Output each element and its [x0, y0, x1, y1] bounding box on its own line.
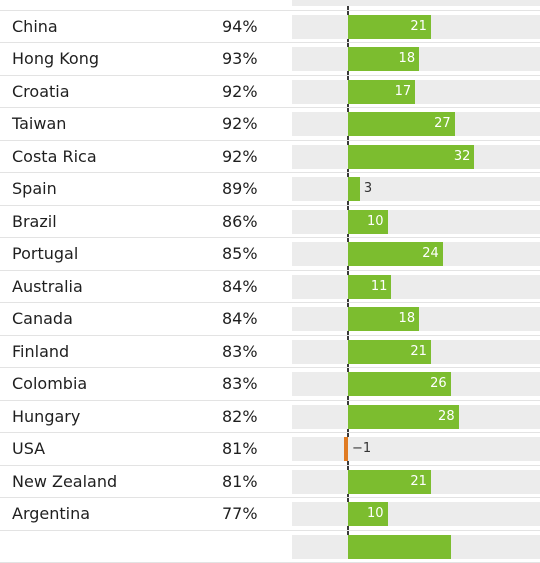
- table-row: [0, 531, 540, 563]
- table-row: Brazil 86% 10: [0, 206, 540, 239]
- bar-value-label: 24: [422, 242, 439, 266]
- table-row: Colombia 83% 26: [0, 368, 540, 401]
- bar-track: [292, 502, 540, 526]
- table-row: New Zealand 81% 21: [0, 466, 540, 499]
- country-label: Brazil: [12, 206, 57, 238]
- bar-track: [292, 80, 540, 104]
- country-label: China: [12, 11, 58, 43]
- table-row: Australia 84% 11: [0, 271, 540, 304]
- bar-track: [292, 0, 540, 6]
- country-label: Australia: [12, 271, 83, 303]
- country-label: Portugal: [12, 238, 78, 270]
- percent-value: 92%: [222, 141, 258, 173]
- percent-value: 89%: [222, 173, 258, 205]
- table-row: Argentina 77% 10: [0, 498, 540, 531]
- table-row: Spain 89% 3: [0, 173, 540, 206]
- percent-value: 92%: [222, 108, 258, 140]
- table-row: Croatia 92% 17: [0, 76, 540, 109]
- bar-value-label: 17: [395, 80, 412, 104]
- bar: [348, 177, 360, 201]
- percent-value: 93%: [222, 43, 258, 75]
- bar-value-label: 21: [410, 15, 427, 39]
- bar-track: [292, 177, 540, 201]
- country-label: Spain: [12, 173, 57, 205]
- country-label: Canada: [12, 303, 73, 335]
- percent-value: 82%: [222, 401, 258, 433]
- country-label: Costa Rica: [12, 141, 97, 173]
- percent-value: 81%: [222, 466, 258, 498]
- percent-value: 85%: [222, 238, 258, 270]
- bar-value-label: 10: [367, 210, 384, 234]
- bar-value-label: 21: [410, 470, 427, 494]
- country-label: Hungary: [12, 401, 80, 433]
- country-label: Croatia: [12, 76, 70, 108]
- bar-track: [292, 275, 540, 299]
- table-row: Hungary 82% 28: [0, 401, 540, 434]
- bar-track: [292, 437, 540, 461]
- percent-value: 83%: [222, 368, 258, 400]
- country-label: Colombia: [12, 368, 87, 400]
- percent-value: 77%: [222, 498, 258, 530]
- bar: [348, 535, 451, 559]
- country-label: Hong Kong: [12, 43, 99, 75]
- percent-value: 84%: [222, 303, 258, 335]
- bar-value-label: 21: [410, 340, 427, 364]
- table-row: Hong Kong 93% 18: [0, 43, 540, 76]
- bar-value-label: 11: [371, 275, 388, 299]
- bar-value-label: 18: [399, 47, 416, 71]
- table-row: Portugal 85% 24: [0, 238, 540, 271]
- table-row: Costa Rica 92% 32: [0, 141, 540, 174]
- percent-value: 86%: [222, 206, 258, 238]
- bar-track: [292, 210, 540, 234]
- country-label: Argentina: [12, 498, 90, 530]
- bar-value-label: 32: [454, 145, 471, 169]
- table-row: Taiwan 92% 27: [0, 108, 540, 141]
- bar-value-label: 10: [367, 502, 384, 526]
- bar: [344, 437, 348, 461]
- bar-value-label: −1: [352, 437, 371, 461]
- percent-value: 83%: [222, 336, 258, 368]
- bar-value-label: 18: [399, 307, 416, 331]
- percent-value: 94%: [222, 11, 258, 43]
- country-label: USA: [12, 433, 45, 465]
- percent-value: 92%: [222, 76, 258, 108]
- table-row: USA 81% −1: [0, 433, 540, 466]
- country-label: New Zealand: [12, 466, 117, 498]
- bar-value-label: 27: [434, 112, 451, 136]
- bar-value-label: 26: [430, 372, 447, 396]
- table-row: Finland 83% 21: [0, 336, 540, 369]
- table-row: China 94% 21: [0, 11, 540, 44]
- table-row: [0, 0, 540, 11]
- table-row: Canada 84% 18: [0, 303, 540, 336]
- country-label: Finland: [12, 336, 69, 368]
- bar-value-label: 28: [438, 405, 455, 429]
- percent-value: 84%: [222, 271, 258, 303]
- country-label: Taiwan: [12, 108, 66, 140]
- percent-value: 81%: [222, 433, 258, 465]
- bar-value-label: 3: [364, 177, 372, 201]
